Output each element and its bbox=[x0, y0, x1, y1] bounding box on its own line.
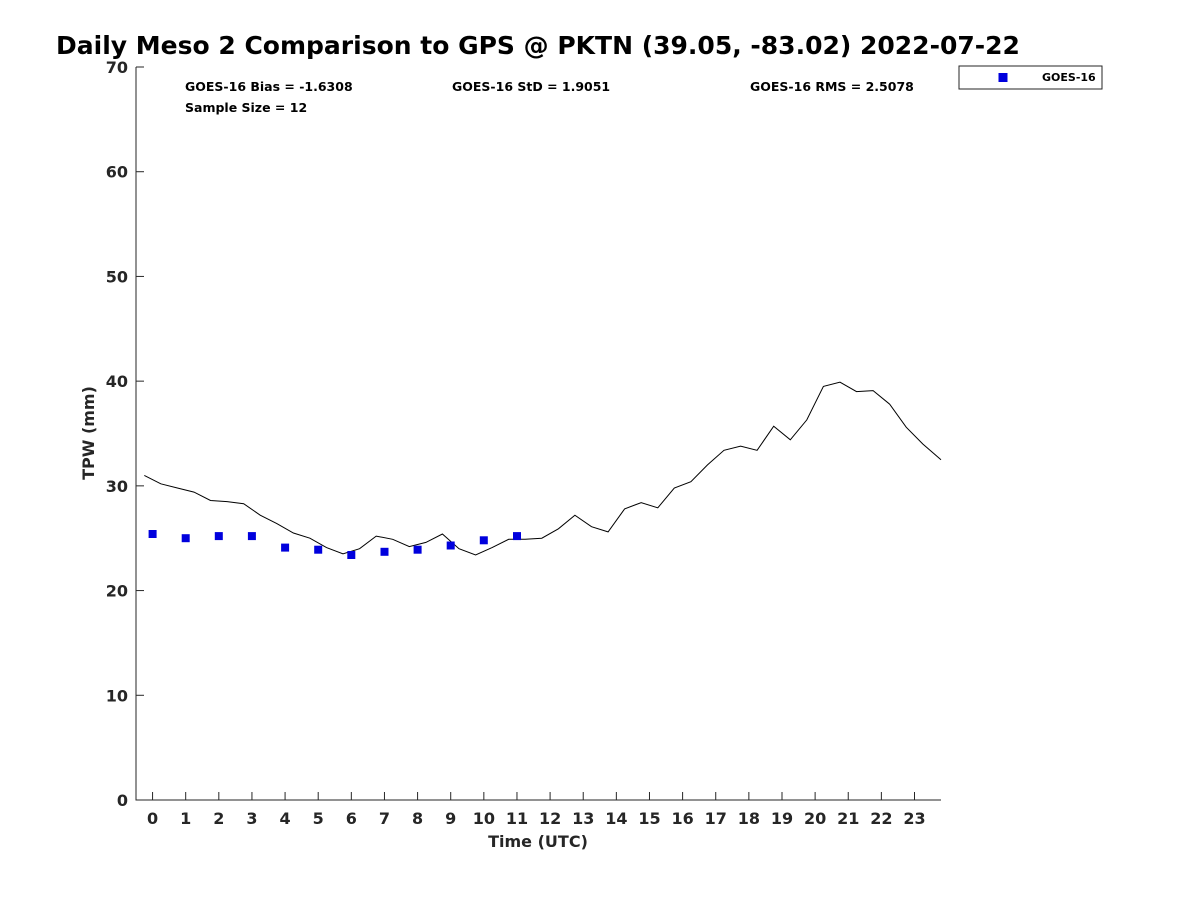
chart-title: Daily Meso 2 Comparison to GPS @ PKTN (3… bbox=[56, 31, 1020, 60]
x-tick-label: 7 bbox=[379, 809, 390, 828]
y-tick-label: 30 bbox=[106, 477, 128, 496]
y-axis-label: TPW (mm) bbox=[79, 386, 98, 480]
x-tick-label: 6 bbox=[346, 809, 357, 828]
x-tick-label: 12 bbox=[539, 809, 561, 828]
x-tick-label: 9 bbox=[445, 809, 456, 828]
y-axis-ticks: 0 10 20 30 40 50 60 70 bbox=[106, 58, 144, 810]
y-tick-label: 10 bbox=[106, 686, 128, 705]
std-stat: GOES-16 StD = 1.9051 bbox=[452, 79, 610, 94]
goes16-point bbox=[479, 536, 488, 545]
goes16-point bbox=[380, 547, 389, 556]
goes16-points bbox=[148, 530, 521, 559]
goes16-point bbox=[148, 530, 157, 538]
x-axis-label: Time (UTC) bbox=[488, 832, 588, 851]
legend: GOES-16 bbox=[958, 65, 1103, 90]
x-tick-label: 23 bbox=[903, 809, 925, 828]
x-tick-label: 15 bbox=[638, 809, 660, 828]
goes16-point bbox=[347, 551, 356, 559]
x-tick-label: 13 bbox=[572, 809, 594, 828]
y-tick-label: 70 bbox=[106, 58, 128, 77]
y-tick-label: 60 bbox=[106, 163, 128, 182]
legend-entry-goes16: GOES-16 bbox=[1042, 71, 1096, 84]
x-tick-label: 11 bbox=[506, 809, 528, 828]
y-tick-label: 50 bbox=[106, 267, 128, 286]
x-tick-label: 21 bbox=[837, 809, 859, 828]
bias-stat: GOES-16 Bias = -1.6308 bbox=[185, 79, 353, 94]
x-tick-label: 17 bbox=[705, 809, 727, 828]
x-tick-label: 20 bbox=[804, 809, 826, 828]
legend-marker-square bbox=[998, 73, 1008, 82]
y-tick-label: 20 bbox=[106, 582, 128, 601]
y-tick-label: 40 bbox=[106, 372, 128, 391]
goes16-point bbox=[214, 532, 223, 541]
x-tick-label: 16 bbox=[671, 809, 693, 828]
legend-box bbox=[958, 65, 1103, 90]
x-tick-label: 0 bbox=[147, 809, 158, 828]
sample-size-stat: Sample Size = 12 bbox=[185, 100, 307, 115]
goes16-point bbox=[281, 543, 290, 552]
x-tick-label: 4 bbox=[280, 809, 291, 828]
goes16-point bbox=[181, 534, 190, 543]
x-tick-label: 19 bbox=[771, 809, 793, 828]
x-tick-label: 3 bbox=[246, 809, 257, 828]
x-tick-label: 14 bbox=[605, 809, 627, 828]
rms-stat: GOES-16 RMS = 2.5078 bbox=[750, 79, 914, 94]
x-axis-ticks: 0 1 2 3 4 5 6 7 8 9 10 11 12 13 14 15 16 17 18 19 20 21 22 23 bbox=[147, 792, 926, 828]
goes16-point bbox=[247, 532, 256, 541]
y-tick-label: 0 bbox=[117, 791, 128, 810]
x-tick-label: 2 bbox=[213, 809, 224, 828]
goes16-point bbox=[513, 532, 521, 541]
x-tick-label: 18 bbox=[738, 809, 760, 828]
x-tick-label: 8 bbox=[412, 809, 423, 828]
goes16-point bbox=[446, 541, 455, 550]
goes16-point bbox=[413, 545, 422, 554]
goes16-point bbox=[314, 545, 323, 554]
gps-tpw-line bbox=[144, 381, 942, 556]
x-tick-label: 1 bbox=[180, 809, 191, 828]
axes-frame bbox=[135, 67, 941, 801]
x-tick-label: 22 bbox=[870, 809, 892, 828]
x-tick-label: 5 bbox=[313, 809, 324, 828]
x-tick-label: 10 bbox=[473, 809, 495, 828]
